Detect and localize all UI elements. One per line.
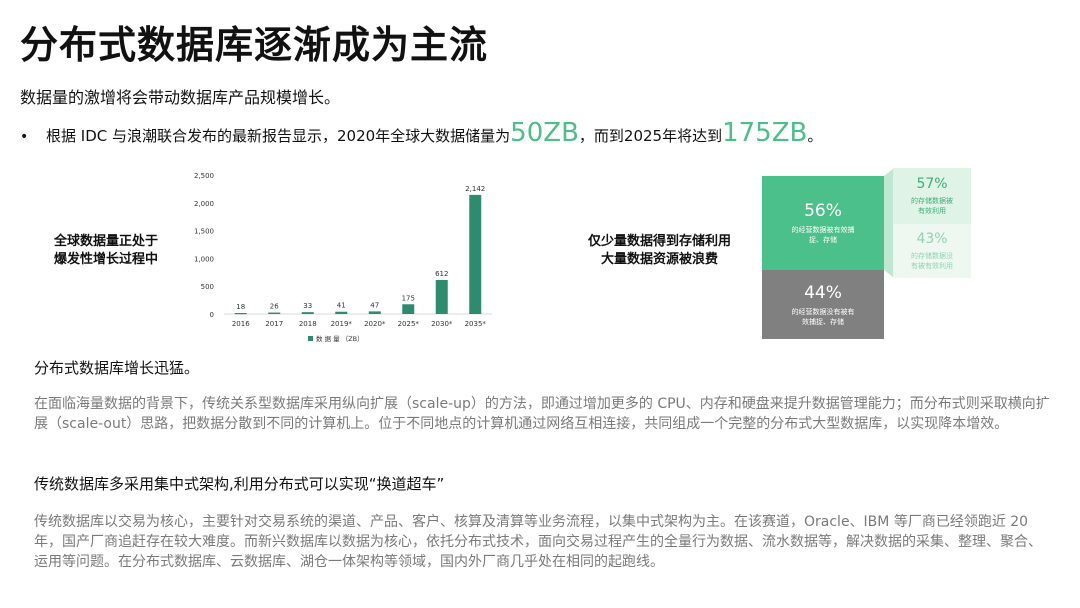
x-tick-label: 2035*: [465, 320, 487, 328]
unused-desc: 的存储数据没 有被有效利用: [911, 251, 953, 271]
bar: [301, 312, 314, 314]
used-block: 57% 的存储数据被 有效利用: [893, 168, 971, 224]
storage-callout-line1: 仅少量数据得到存储利用: [588, 234, 732, 249]
chart-callout-line1: 全球数据量正处于: [54, 234, 159, 249]
bar: [368, 311, 381, 314]
bar: [268, 312, 281, 314]
bar: [469, 194, 482, 314]
unused-desc-line2: 有被有效利用: [911, 262, 953, 270]
bullet-statement: • 根据 IDC 与浪潮联合发布的最新报告显示，2020年全球大数据储量为 50…: [20, 118, 822, 148]
page-subtitle: 数据量的激增将会带动数据库产品规模增长。: [20, 88, 341, 107]
highlight-number-2020: 50ZB: [510, 118, 579, 148]
captured-pct: 56%: [804, 201, 842, 221]
unused-desc-line1: 的存储数据没: [911, 252, 953, 260]
bar-value-label: 18: [236, 303, 245, 311]
captured-desc: 的经营数据被有效捕 捉、存储: [792, 225, 855, 245]
bar: [435, 279, 448, 314]
connector-wedge: [884, 168, 894, 278]
lost-desc-line2: 效捕捉、存储: [802, 317, 844, 326]
unused-block: 43% 的存储数据没 有被有效利用: [893, 224, 971, 278]
section1-body: 在面临海量数据的背景下，传统关系型数据库采用纵向扩展（scale-up）的方法，…: [34, 396, 1050, 432]
bar-value-label: 41: [337, 302, 346, 310]
bar: [402, 304, 415, 314]
x-tick-label: 2030*: [431, 320, 453, 328]
lost-pct: 44%: [804, 282, 842, 303]
x-tick-label: 2016: [232, 320, 250, 328]
section2-heading: 传统数据库多采用集中式架构,利用分布式可以实现“换道超车”: [34, 475, 445, 493]
bullet-text-c: 。: [807, 127, 823, 145]
x-tick-label: 2017: [265, 320, 283, 328]
bar-value-label: 2,142: [465, 185, 485, 193]
used-desc-line1: 的存储数据被: [911, 197, 953, 205]
x-tick-label: 2020*: [364, 320, 386, 328]
y-tick-label: 2,000: [194, 200, 214, 208]
bar: [335, 311, 348, 314]
bar: [234, 312, 247, 315]
x-tick-label: 2025*: [398, 320, 420, 328]
storage-callout: 仅少量数据得到存储利用 大量数据资源被浪费: [588, 233, 731, 269]
y-tick-label: 2,500: [194, 172, 214, 180]
used-pct: 57%: [916, 176, 948, 192]
y-tick-label: 1,500: [194, 228, 214, 236]
chart-callout: 全球数据量正处于 爆发性增长过程中: [54, 233, 158, 269]
bar-chart: 0 500 1,000 1,500 2,000 2,500 18 2016 26 2017 33 20…: [194, 172, 492, 343]
x-tick-label: 2019*: [331, 320, 353, 328]
section2-body: 传统数据库以交易为核心，主要针对交易系统的渠道、产品、客户、核算及清算等业务流程…: [34, 514, 1042, 570]
legend-swatch: [308, 336, 313, 341]
page-title: 分布式数据库逐渐成为主流: [20, 23, 489, 67]
bar-value-label: 33: [303, 302, 312, 310]
y-tick-label: 500: [201, 283, 214, 291]
used-desc-line2: 有效利用: [918, 207, 946, 215]
highlight-number-2025: 175ZB: [722, 118, 808, 148]
captured-block: 56% 的经营数据被有效捕 捉、存储: [762, 176, 884, 270]
chart-callout-line2: 爆发性增长过程中: [54, 252, 159, 267]
captured-desc-line1: 的经营数据被有效捕: [791, 226, 855, 234]
unused-pct: 43%: [916, 231, 948, 247]
bar-value-label: 26: [270, 303, 279, 311]
lost-desc-line1: 的经营数据没有被有: [791, 307, 855, 316]
captured-desc-line2: 捉、存储: [809, 236, 837, 244]
bullet-text-b: ，而到2025年将达到: [578, 127, 723, 145]
lost-desc: 的经营数据没有被有 效捕捉、存储: [792, 307, 855, 327]
section1-heading: 分布式数据库增长迅猛。: [34, 359, 200, 377]
bar-value-label: 612: [435, 270, 448, 278]
used-desc: 的存储数据被 有效利用: [911, 196, 953, 216]
y-tick-label: 0: [210, 311, 214, 319]
lost-block: 44% 的经营数据没有被有 效捕捉、存储: [762, 270, 884, 339]
x-tick-label: 2018: [299, 320, 317, 328]
storage-callout-line2: 大量数据资源被浪费: [601, 252, 719, 267]
bullet-text-a: 根据 IDC 与浪潮联合发布的最新报告显示，2020年全球大数据储量为: [46, 127, 511, 145]
bullet-dot: •: [20, 129, 29, 145]
bar-value-label: 47: [370, 301, 379, 309]
bar-value-label: 175: [402, 294, 415, 302]
y-tick-label: 1,000: [194, 255, 214, 263]
legend-label: 数 据 量 （ZB）: [316, 334, 364, 343]
